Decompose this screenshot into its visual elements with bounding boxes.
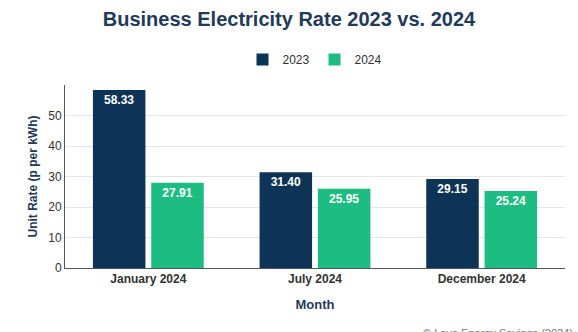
svg-text:10: 10 [48, 231, 62, 245]
svg-text:50: 50 [48, 109, 62, 123]
svg-text:29.15: 29.15 [437, 182, 467, 196]
svg-text:© Love Energy Savings (2024): © Love Energy Savings (2024) [423, 327, 573, 332]
svg-text:25.24: 25.24 [496, 194, 526, 208]
svg-text:2023: 2023 [283, 53, 310, 67]
svg-text:27.91: 27.91 [162, 186, 192, 200]
svg-text:25.95: 25.95 [329, 192, 359, 206]
svg-text:30: 30 [48, 170, 62, 184]
svg-text:Business Electricity Rate 2023: Business Electricity Rate 2023 vs. 2024 [103, 8, 476, 30]
svg-text:58.33: 58.33 [104, 93, 134, 107]
svg-text:2024: 2024 [355, 53, 382, 67]
svg-text:20: 20 [48, 200, 62, 214]
svg-text:0: 0 [55, 261, 62, 275]
svg-text:40: 40 [48, 139, 62, 153]
svg-text:Month: Month [296, 297, 335, 312]
svg-text:December 2024: December 2024 [438, 272, 526, 286]
svg-text:Unit Rate (p per kWh): Unit Rate (p per kWh) [26, 115, 40, 237]
svg-text:31.40: 31.40 [271, 175, 301, 189]
svg-text:July 2024: July 2024 [288, 272, 342, 286]
svg-text:January 2024: January 2024 [110, 272, 186, 286]
